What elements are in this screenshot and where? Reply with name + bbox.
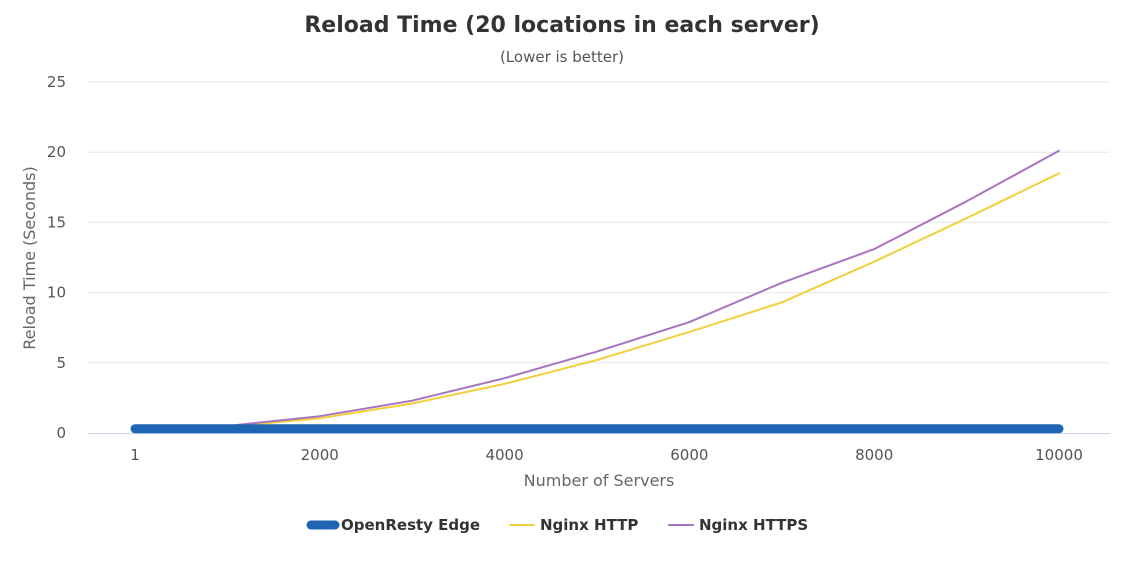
y-tick-label: 10 (47, 284, 66, 302)
x-tick-label: 2000 (301, 446, 339, 464)
legend-item-openresty-edge[interactable]: OpenResty Edge (306, 516, 480, 534)
y-tick-label: 5 (56, 354, 66, 372)
x-axis-label: Number of Servers (524, 471, 675, 490)
x-tick-label: 10000 (1035, 446, 1083, 464)
series-line-nginx-http (134, 172, 1060, 430)
grid-lines (88, 81, 1110, 364)
x-tick-label: 4000 (485, 446, 523, 464)
legend-item-nginx-https[interactable]: Nginx HTTPS (668, 516, 808, 534)
y-axis-label: Reload Time (Seconds) (20, 166, 39, 349)
legend-item-nginx-http[interactable]: Nginx HTTP (509, 516, 638, 534)
axis-ticks: 0 5 10 15 20 25 1 2000 4000 6000 8000 10000 (47, 73, 1083, 464)
y-tick-label: 15 (47, 213, 66, 231)
x-tick-label: 6000 (670, 446, 708, 464)
chart-title: Reload Time (20 locations in each server… (304, 13, 819, 38)
y-tick-label: 0 (56, 424, 66, 442)
legend-label: Nginx HTTP (540, 516, 638, 534)
x-tick-label: 8000 (855, 446, 893, 464)
y-tick-label: 20 (47, 143, 66, 161)
legend[interactable]: OpenResty Edge Nginx HTTP Nginx HTTPS (306, 516, 808, 534)
legend-label: Nginx HTTPS (699, 516, 808, 534)
series-line-nginx-https (134, 149, 1060, 430)
legend-label: OpenResty Edge (341, 516, 480, 534)
x-tick-label: 1 (130, 446, 140, 464)
chart-subtitle: (Lower is better) (500, 48, 624, 66)
y-tick-label: 25 (47, 73, 66, 91)
series-lines (130, 149, 1064, 434)
